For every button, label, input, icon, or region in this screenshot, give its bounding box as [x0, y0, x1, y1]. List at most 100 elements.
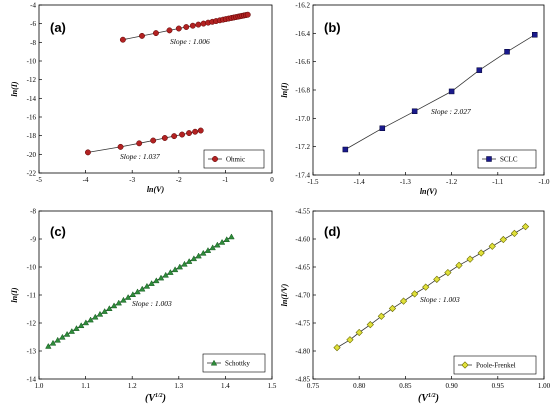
- slope-annotation: Slope : 1.006: [170, 37, 210, 46]
- data-point: [167, 269, 174, 275]
- x-tick-label: 1.00: [538, 382, 550, 390]
- y-tick-label: -4.85: [295, 376, 310, 384]
- data-point: [157, 274, 165, 281]
- y-tick-label: -12: [27, 320, 37, 328]
- data-point: [521, 223, 530, 231]
- data-point: [175, 25, 182, 32]
- data-point: [388, 304, 397, 313]
- y-tick-label: -16.4: [295, 30, 310, 38]
- x-tick-label: 0.85: [399, 382, 412, 390]
- data-point: [119, 36, 126, 43]
- data-point: [399, 297, 408, 305]
- x-tick-label: -3: [129, 176, 135, 184]
- legend-label: Ohmic: [226, 156, 245, 164]
- data-point: [411, 290, 419, 298]
- legend-marker: [210, 359, 218, 366]
- y-tick-label: -9: [30, 236, 36, 244]
- y-tick-label: -16.6: [295, 58, 310, 66]
- data-point: [346, 336, 354, 344]
- x-tick-label: 1.2: [128, 382, 137, 390]
- series-line: [87, 130, 201, 153]
- data-point: [218, 238, 226, 245]
- y-axis-label: ln(I): [280, 82, 289, 97]
- data-point: [499, 235, 507, 244]
- slope-annotation: Slope : 1.003: [420, 295, 460, 304]
- y-tick-label: -20: [27, 151, 37, 159]
- x-tick-label: -1.1: [492, 178, 504, 186]
- slope-annotation: Slope : 1.037: [120, 152, 160, 161]
- y-tick-label: -6: [30, 20, 36, 28]
- data-point: [148, 280, 155, 286]
- legend-box: [203, 149, 265, 169]
- data-point: [411, 108, 418, 114]
- panel-3: 0.75 0.80 0.85 0.90 0.95 1.00 -4.85 -4.80 -4.75 -…: [280, 208, 550, 405]
- y-tick-label: -4.80: [295, 348, 310, 356]
- data-point: [195, 252, 202, 259]
- data-point: [136, 140, 143, 147]
- y-tick-label: -17.0: [295, 115, 310, 123]
- panel-label: (d): [324, 224, 341, 239]
- data-point: [171, 133, 178, 140]
- x-tick-label: 1.4: [221, 382, 230, 390]
- data-point: [49, 339, 57, 346]
- data-point: [117, 143, 124, 150]
- data-point: [134, 288, 141, 295]
- y-tick-label: -13: [27, 348, 37, 356]
- y-axis-label: ln(I/V): [280, 283, 289, 306]
- data-point: [183, 24, 190, 30]
- y-tick-label: -4.65: [295, 264, 310, 272]
- x-tick-label: 0: [270, 176, 274, 184]
- data-point: [366, 321, 374, 329]
- y-tick-label: -16.2: [295, 2, 310, 10]
- data-point: [82, 319, 90, 326]
- data-point: [101, 308, 108, 314]
- data-point: [153, 277, 160, 284]
- y-tick-label: -10: [27, 264, 37, 272]
- data-point: [162, 271, 169, 278]
- data-point: [209, 244, 216, 251]
- data-point: [139, 285, 146, 292]
- data-point: [45, 342, 52, 349]
- data-point: [466, 255, 474, 263]
- data-point: [204, 247, 212, 253]
- x-tick-label: -1.2: [446, 178, 458, 186]
- y-tick-label: -4.75: [295, 320, 310, 328]
- data-point: [504, 49, 510, 55]
- legend-label: Schottky: [225, 360, 250, 368]
- series-line: [336, 226, 526, 348]
- data-point: [120, 296, 127, 303]
- y-tick-label: -16.8: [295, 87, 310, 95]
- data-point: [59, 333, 66, 340]
- data-point: [110, 302, 118, 309]
- x-tick-label: 0.90: [445, 382, 458, 390]
- y-tick-label: -4.70: [295, 292, 310, 300]
- data-point: [190, 255, 198, 262]
- y-tick-label: -4: [30, 2, 36, 10]
- data-point: [488, 242, 496, 250]
- data-point: [510, 229, 519, 238]
- x-tick-label: -5: [36, 176, 42, 184]
- x-tick-label: -1.4: [354, 178, 366, 186]
- panel-1: -1.5 -1.4 -1.3 -1.2 -1.1 -1.0 -17.4 -17.2 -17.0 -…: [280, 2, 550, 197]
- data-point: [355, 328, 363, 337]
- data-point: [115, 299, 122, 306]
- data-point: [179, 131, 186, 138]
- y-tick-label: -8: [30, 208, 36, 216]
- panel-0: -5 -4 -3 -2 -1 0-22-20-18-16-14-12-10-8-6-4ln…: [10, 2, 274, 195]
- data-point: [200, 249, 207, 256]
- data-point: [77, 322, 85, 329]
- legend-label: SCLC: [500, 156, 518, 164]
- data-point: [223, 236, 230, 242]
- y-tick-label: -12: [27, 76, 37, 84]
- data-point: [333, 344, 341, 352]
- data-point: [195, 21, 202, 28]
- data-point: [171, 266, 179, 273]
- x-tick-label: 1.5: [268, 382, 277, 390]
- legend-marker: [212, 156, 218, 162]
- panel-label: (c): [50, 224, 66, 239]
- data-point: [477, 249, 485, 257]
- slope-annotation: Slope : 2.027: [431, 107, 471, 116]
- data-point: [124, 293, 132, 300]
- data-point: [192, 128, 199, 135]
